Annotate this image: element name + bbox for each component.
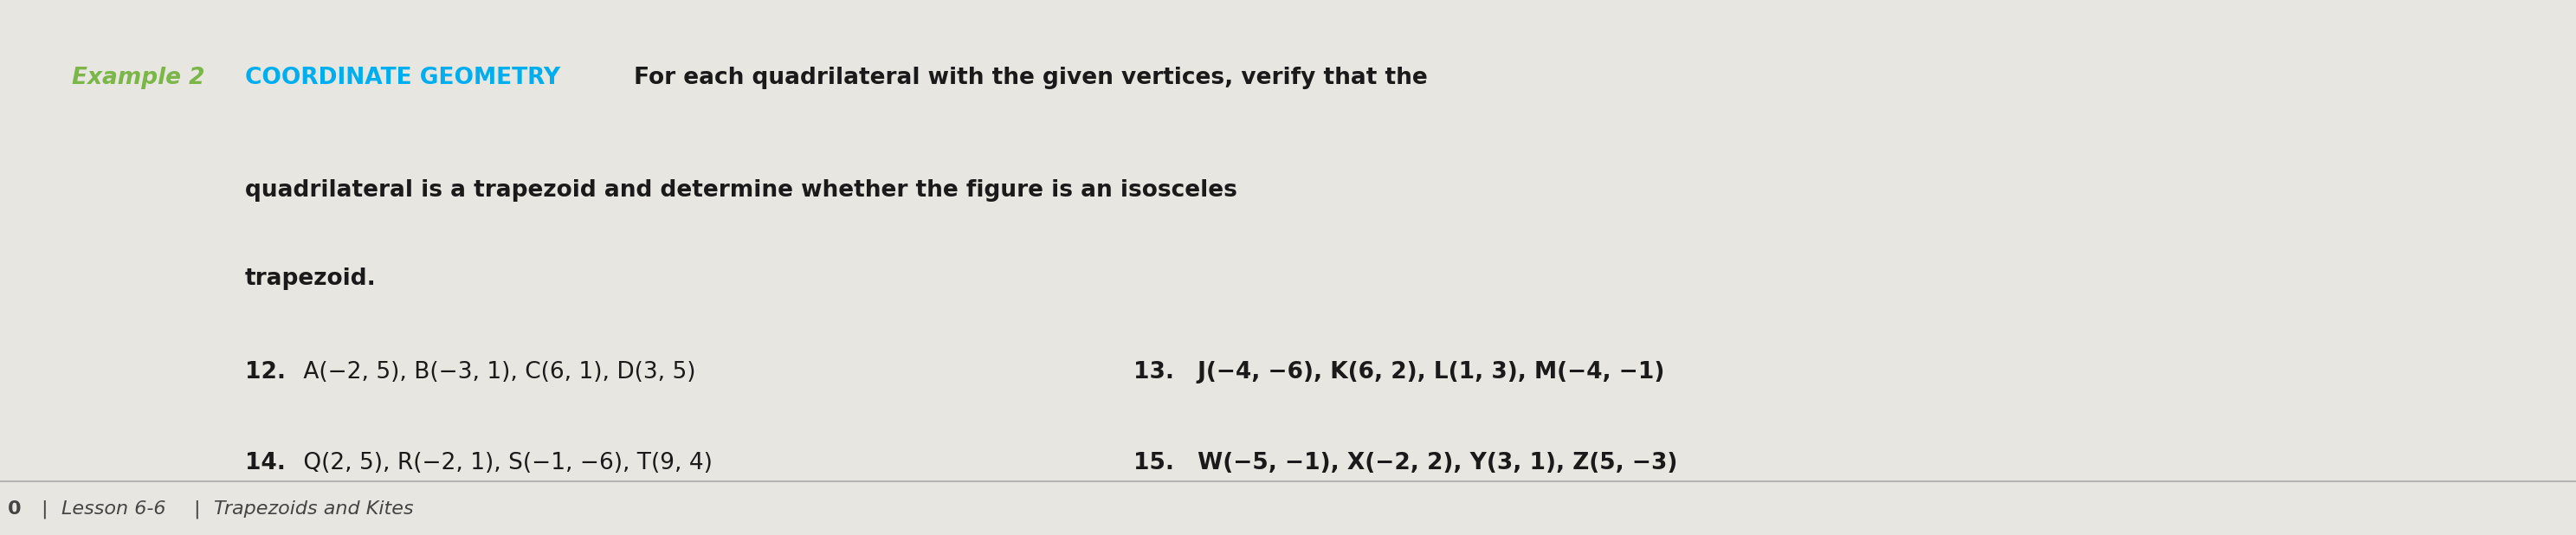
Text: trapezoid.: trapezoid. [245, 268, 376, 290]
Text: For each quadrilateral with the given vertices, verify that the: For each quadrilateral with the given ve… [626, 67, 1427, 89]
Text: 12.: 12. [245, 361, 286, 384]
Text: 15.: 15. [1133, 452, 1175, 475]
Text: |: | [41, 500, 49, 518]
Text: 0: 0 [8, 501, 21, 518]
Text: Lesson 6-6: Lesson 6-6 [62, 501, 167, 518]
Text: |: | [193, 500, 201, 518]
Text: 14.: 14. [245, 452, 286, 475]
Text: W(−5, −1), X(−2, 2), Y(3, 1), Z(5, −3): W(−5, −1), X(−2, 2), Y(3, 1), Z(5, −3) [1190, 452, 1677, 475]
Text: J(−4, −6), K(6, 2), L(1, 3), M(−4, −1): J(−4, −6), K(6, 2), L(1, 3), M(−4, −1) [1190, 361, 1664, 384]
Text: Q(2, 5), R(−2, 1), S(−1, −6), T(9, 4): Q(2, 5), R(−2, 1), S(−1, −6), T(9, 4) [296, 452, 714, 475]
Text: Example 2: Example 2 [72, 67, 206, 89]
Text: 13.: 13. [1133, 361, 1175, 384]
Text: quadrilateral is a trapezoid and determine whether the figure is an isosceles: quadrilateral is a trapezoid and determi… [245, 179, 1236, 202]
Text: COORDINATE GEOMETRY: COORDINATE GEOMETRY [245, 67, 559, 89]
Text: A(−2, 5), B(−3, 1), C(6, 1), D(3, 5): A(−2, 5), B(−3, 1), C(6, 1), D(3, 5) [296, 361, 696, 384]
Text: Trapezoids and Kites: Trapezoids and Kites [214, 501, 415, 518]
